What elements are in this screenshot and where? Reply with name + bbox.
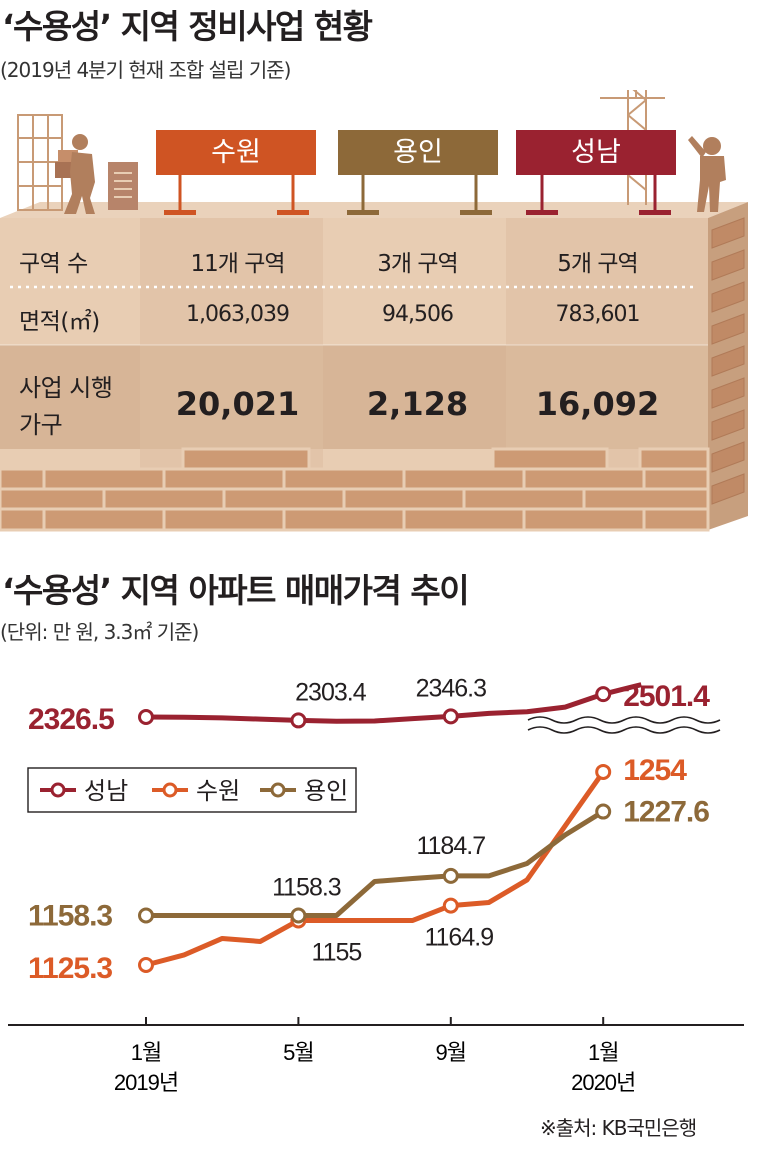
x-tick-label: 1월 (588, 1040, 618, 1065)
region-label-suwon: 수원 (211, 137, 261, 168)
series-line-용인 (146, 809, 605, 918)
data-label-용인: 1227.6 (623, 796, 709, 829)
small-building-icon (108, 162, 138, 210)
data-point-용인 (442, 867, 459, 884)
legend-label: 성남 (84, 778, 128, 805)
x-tick-label: 1월 (131, 1040, 161, 1065)
infographic-title: ‘수용성’ 지역 정비사업 현황 (2, 7, 373, 46)
region-label-seongnam: 성남 (571, 137, 621, 168)
cell-yongin-households: 2,128 (366, 385, 469, 423)
row-label-district-count: 구역 수 (19, 251, 88, 277)
person-figure (688, 136, 726, 212)
data-label-수원: 1155 (312, 938, 362, 966)
x-tick-label: 9월 (436, 1040, 466, 1065)
region-label-yongin: 용인 (393, 137, 443, 168)
row-label-households-line2: 가구 (19, 411, 63, 439)
legend-swatch-marker (162, 782, 178, 798)
series-line-성남 (145, 682, 642, 724)
data-point-성남 (290, 712, 307, 729)
data-point-수원 (595, 763, 612, 780)
region-sign-suwon (156, 130, 316, 215)
cell-suwon-households: 20,021 (175, 385, 300, 423)
data-point-성남 (442, 708, 459, 725)
brick-rows (0, 447, 710, 532)
legend-label: 용인 (304, 778, 348, 805)
legend-label: 수원 (196, 778, 240, 805)
data-point-성남 (138, 709, 154, 725)
cell-seongnam-district-count: 5개 구역 (557, 251, 638, 277)
data-label-성남: 2303.4 (295, 678, 367, 706)
data-point-수원 (138, 957, 154, 973)
data-point-용인 (138, 907, 154, 924)
cell-yongin-district-count: 3개 구역 (377, 251, 458, 277)
x-tick-year-label: 2020년 (571, 1070, 635, 1095)
data-label-용인: 1158.3 (272, 874, 341, 902)
row-label-area: 면적(㎡) (19, 309, 100, 335)
cell-suwon-district-count: 11개 구역 (190, 251, 285, 277)
chart-legend (27, 767, 357, 813)
region-sign-seongnam (516, 130, 676, 215)
data-label-용인: 1184.7 (416, 832, 485, 860)
data-label-성남: 2326.5 (28, 703, 114, 736)
cell-seongnam-area: 783,601 (555, 302, 641, 327)
cell-suwon-area: 1,063,039 (186, 302, 290, 327)
data-label-수원: 1125.3 (28, 952, 112, 985)
data-point-용인 (595, 803, 612, 820)
data-label-수원: 1164.9 (424, 924, 493, 952)
cell-yongin-area: 94,506 (382, 302, 454, 327)
axis-break-icon (527, 716, 721, 734)
x-tick-label: 5월 (283, 1040, 313, 1065)
x-tick-year-label: 2019년 (114, 1070, 178, 1095)
legend-swatch-marker (50, 782, 66, 798)
data-label-용인: 1158.3 (28, 900, 112, 933)
price-line-chart: 2326.5 2303.4 2346.3 2501.4 1125.3 1155 1164.9… (8, 674, 744, 1095)
side-bricks (711, 217, 745, 505)
chart-title: ‘수용성’ 지역 아파트 매매가격 추이 (2, 571, 470, 610)
data-label-수원: 1254 (623, 754, 687, 787)
cell-seongnam-households: 16,092 (535, 385, 660, 423)
data-point-용인 (290, 907, 307, 924)
series-line-수원 (145, 770, 606, 968)
data-point-수원 (442, 897, 459, 914)
data-label-성남: 2346.3 (416, 674, 487, 702)
worker-figure (55, 134, 95, 214)
source-note: ※출처: KB국민은행 (540, 1116, 697, 1140)
data-point-성남 (595, 686, 612, 703)
row-label-households-line1: 사업 시행 (19, 374, 113, 402)
infographic-illustration (0, 90, 748, 532)
infographic-subtitle: (2019년 4분기 현재 조합 설립 기준) (0, 58, 291, 82)
legend-swatch-marker (270, 782, 286, 798)
region-sign-yongin (338, 130, 498, 215)
data-label-성남: 2501.4 (623, 680, 710, 713)
chart-subtitle: (단위: 만 원, 3.3㎡ 기준) (0, 620, 199, 644)
